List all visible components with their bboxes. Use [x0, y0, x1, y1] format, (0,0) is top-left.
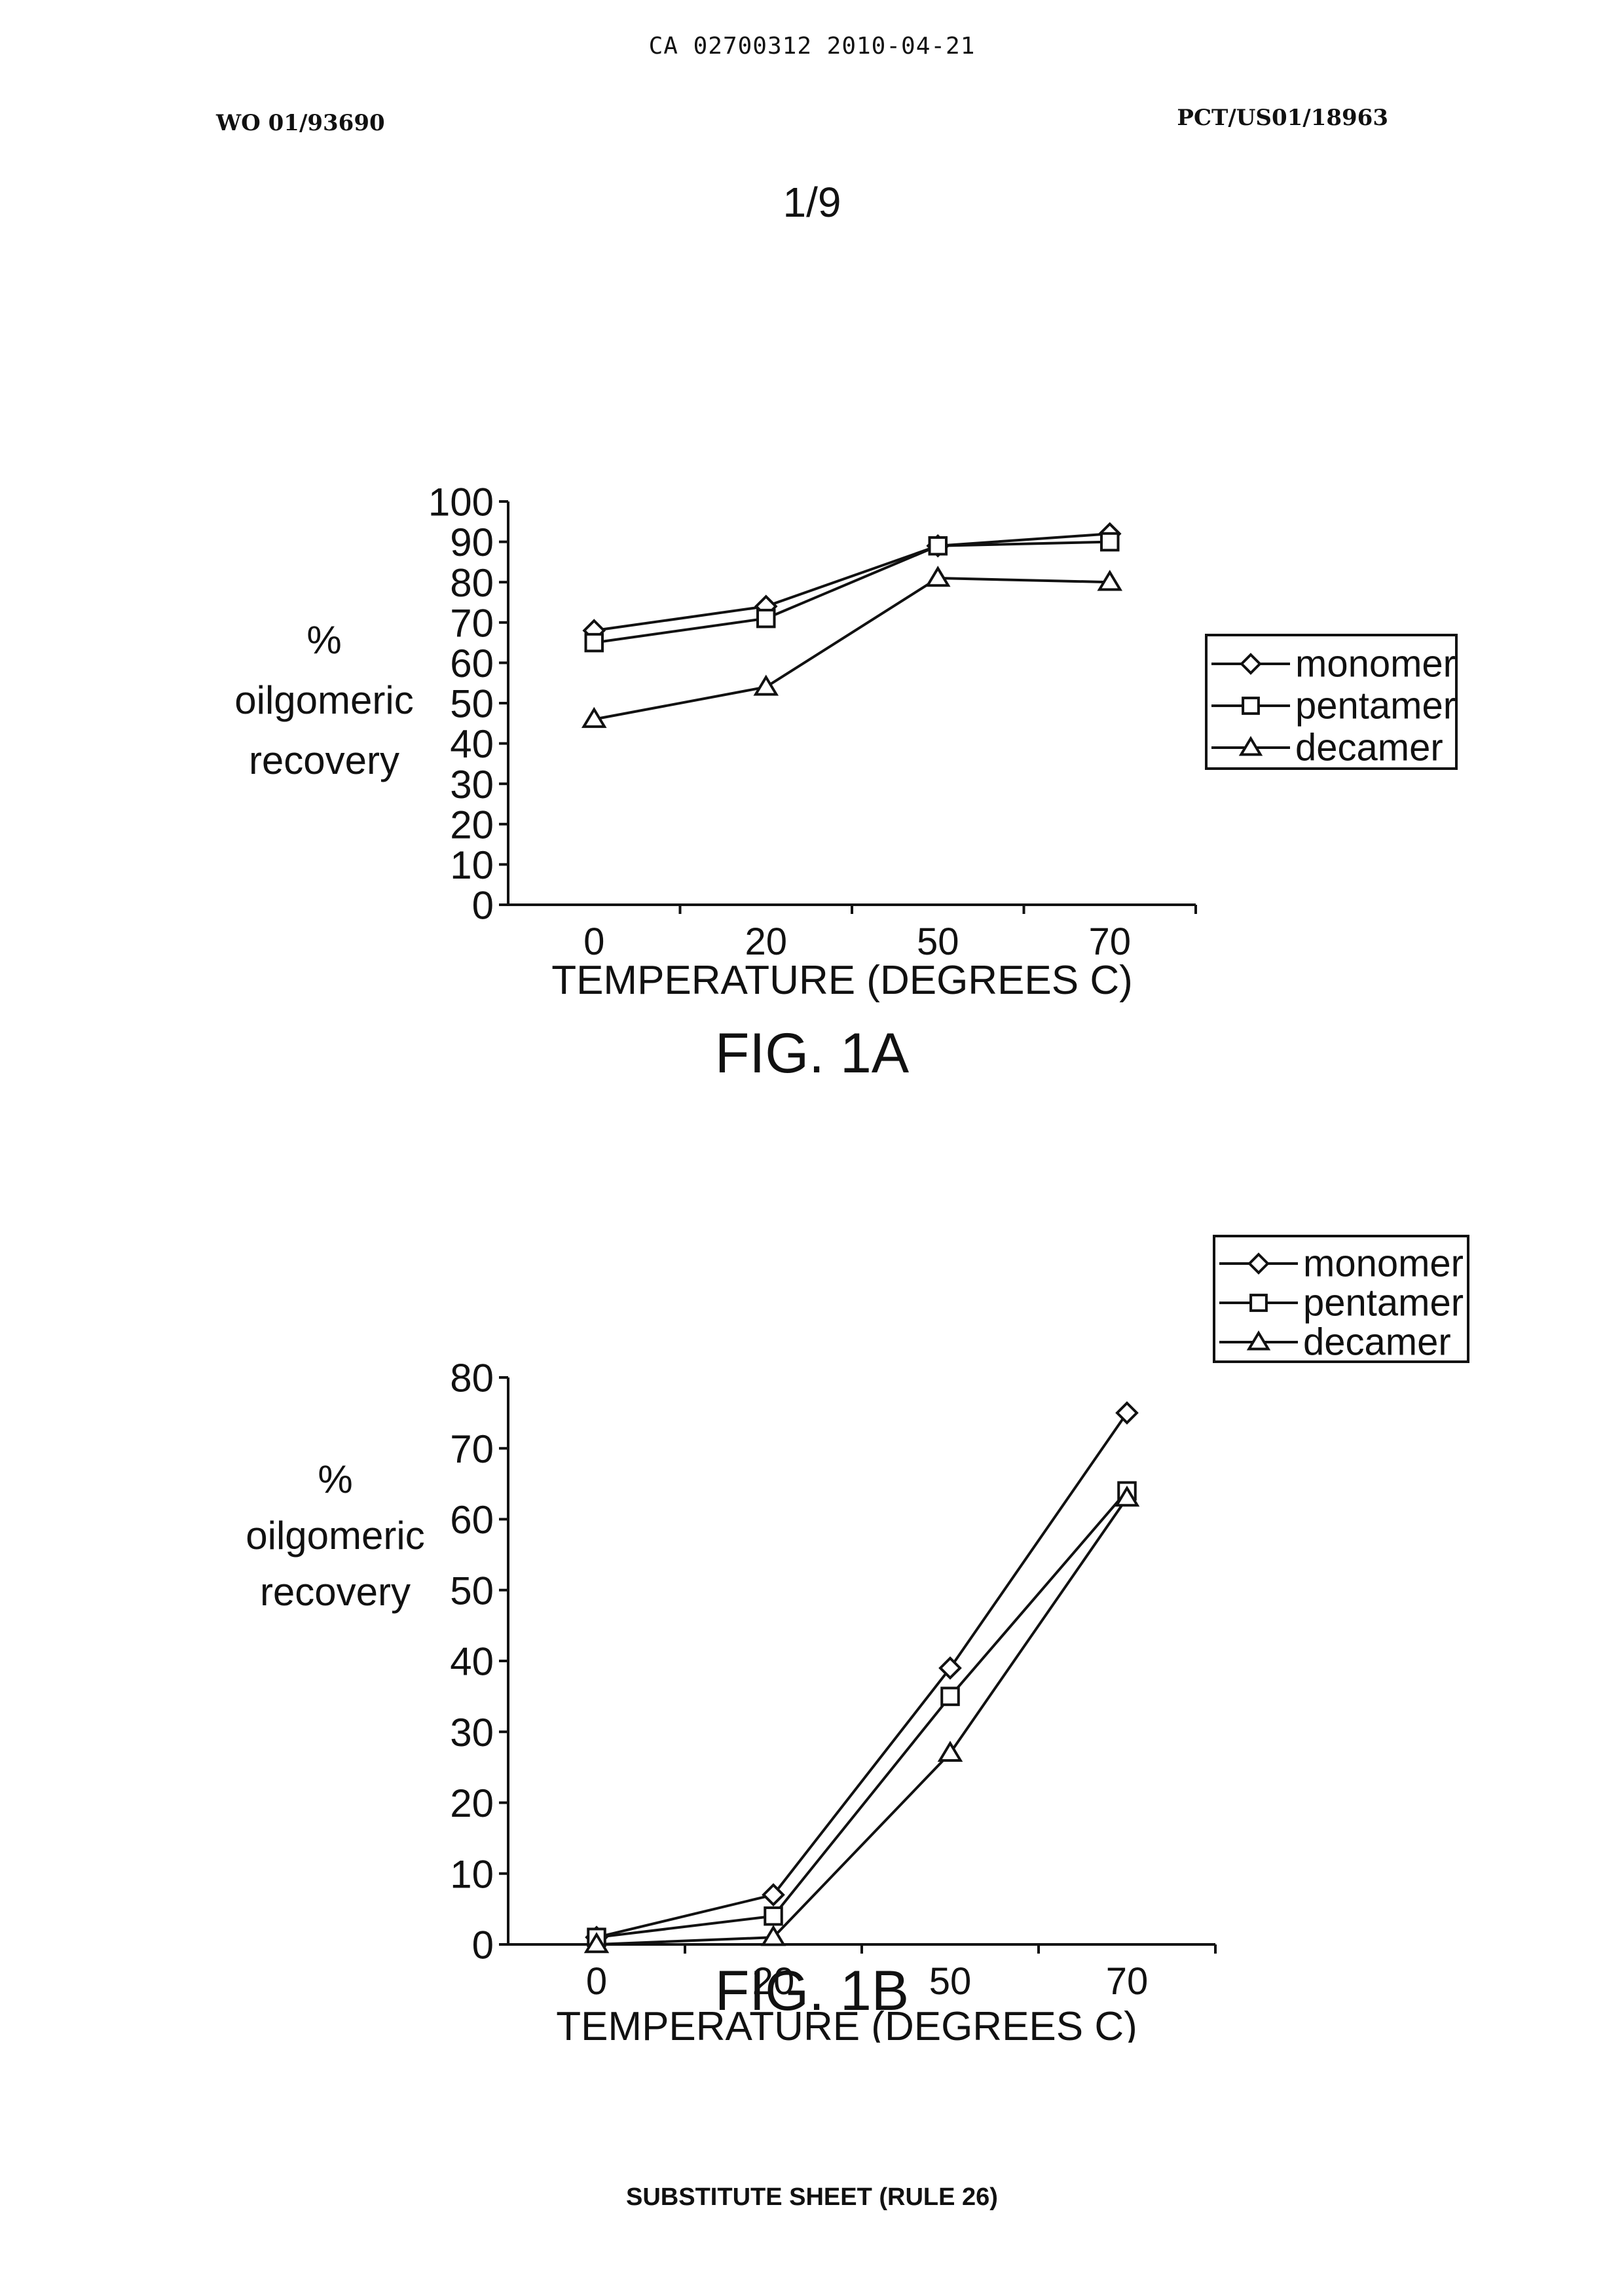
y-tick-label: 60: [450, 1498, 494, 1542]
application-number: PCT/US01/18963: [1177, 105, 1388, 131]
y-tick-label: 80: [450, 561, 494, 605]
y-tick-label: 70: [450, 601, 494, 645]
publication-number: WO 01/93690: [216, 110, 385, 136]
x-axis-label: TEMPERATURE (DEGREES C): [551, 958, 1133, 1003]
x-tick-label: 20: [745, 920, 787, 963]
y-tick-label: 0: [472, 884, 494, 928]
footer-note: SUBSTITUTE SHEET (RULE 26): [0, 2183, 1624, 2212]
y-tick-label: 80: [450, 1357, 494, 1400]
series-line-pentamer: [597, 1491, 1127, 1937]
y-tick-label: 30: [450, 1711, 494, 1755]
data-point-pentamer: [942, 1688, 959, 1705]
y-tick-label: 10: [450, 843, 494, 887]
y-axis-label-line: recovery: [260, 1570, 411, 1614]
page-number: 1/9: [0, 178, 1624, 227]
data-point-monomer: [1117, 1403, 1137, 1423]
y-tick-label: 30: [450, 763, 494, 807]
data-point-pentamer: [586, 634, 603, 651]
y-tick-label: 20: [450, 1781, 494, 1825]
y-tick-label: 70: [450, 1427, 494, 1471]
y-axis-label-line: %: [318, 1457, 352, 1501]
x-tick-label: 50: [917, 920, 959, 963]
y-tick-label: 50: [450, 682, 494, 726]
y-tick-label: 60: [450, 642, 494, 685]
legend-label: decamer: [1295, 727, 1443, 769]
legend-marker-pentamer: [1243, 698, 1259, 714]
y-tick-label: 40: [450, 1640, 494, 1684]
figure-caption-1a: FIG. 1A: [0, 1021, 1624, 1086]
legend-label: decamer: [1303, 1321, 1451, 1364]
filing-header: CA 02700312 2010-04-21: [0, 33, 1624, 60]
y-tick-label: 50: [450, 1569, 494, 1613]
data-point-decamer: [756, 677, 777, 694]
data-point-decamer: [928, 568, 949, 585]
x-tick-label: 70: [1088, 920, 1131, 963]
series-line-pentamer: [594, 542, 1110, 643]
data-point-pentamer: [930, 538, 947, 555]
y-axis-label-line: oilgomeric: [234, 678, 413, 722]
data-point-pentamer: [1101, 534, 1118, 551]
figure-caption-1b: FIG. 1B: [0, 1959, 1624, 2024]
series-line-decamer: [594, 578, 1110, 720]
y-axis-label-line: recovery: [249, 738, 399, 782]
data-point-decamer: [940, 1743, 961, 1760]
y-tick-label: 20: [450, 803, 494, 847]
y-tick-label: 10: [450, 1852, 494, 1896]
x-tick-label: 0: [583, 920, 604, 963]
series-line-monomer: [597, 1413, 1127, 1937]
legend-label: pentamer: [1295, 685, 1456, 727]
legend-label: monomer: [1295, 643, 1456, 685]
chart-fig-1b: 010203040506070800205070TEMPERATURE (DEG…: [0, 1231, 1624, 2043]
y-tick-label: 90: [450, 520, 494, 564]
chart-fig-1a: 01020304050607080901000205070TEMPERATURE…: [0, 458, 1624, 1087]
series-line-decamer: [597, 1498, 1127, 1944]
y-axis-label-line: %: [306, 618, 341, 662]
legend-label: pentamer: [1303, 1282, 1464, 1324]
y-axis-label-line: oilgomeric: [246, 1514, 424, 1558]
legend-marker-pentamer: [1251, 1295, 1266, 1311]
y-tick-label: 40: [450, 722, 494, 766]
y-tick-label: 100: [428, 481, 494, 524]
data-point-pentamer: [758, 610, 775, 627]
legend-label: monomer: [1303, 1243, 1464, 1285]
data-point-pentamer: [765, 1908, 782, 1925]
